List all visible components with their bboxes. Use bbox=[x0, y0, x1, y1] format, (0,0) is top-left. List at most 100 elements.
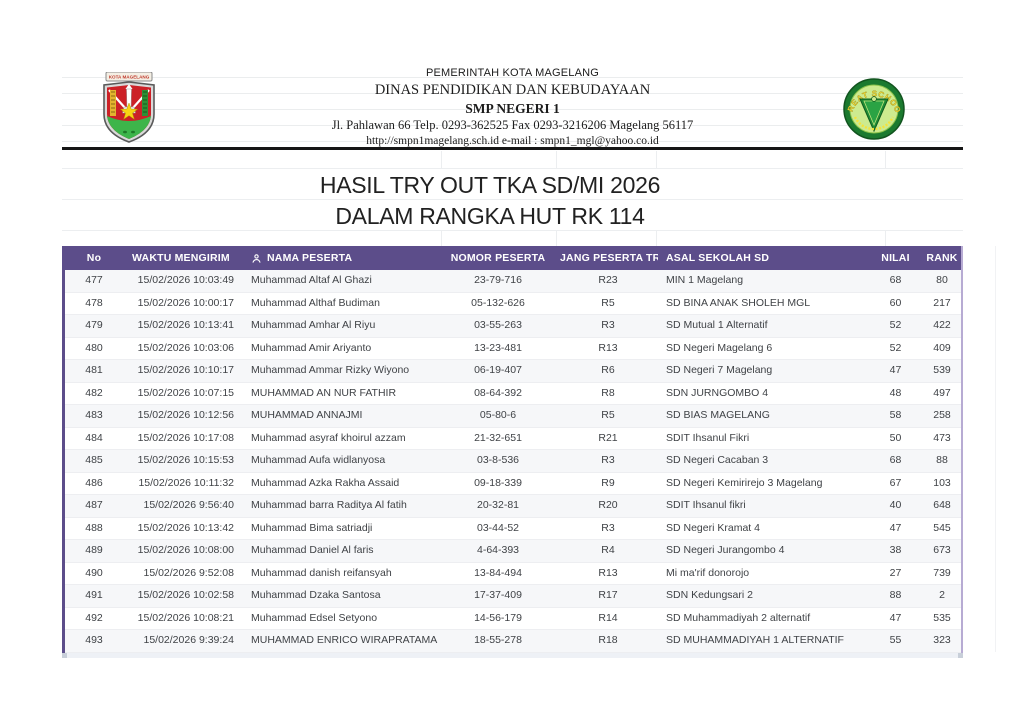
cell-waktu-mengirim: 15/02/2026 10:08:00 bbox=[137, 544, 234, 556]
cell-nomor-peserta: 17-37-409 bbox=[474, 589, 522, 601]
cell-waktu-mengirim: 15/02/2026 10:10:17 bbox=[137, 364, 234, 376]
cell-jenjang: R9 bbox=[601, 476, 615, 489]
cell-rank: 473 bbox=[933, 431, 951, 444]
cell-waktu-mengirim: 15/02/2026 9:39:24 bbox=[143, 634, 234, 646]
cell-waktu-mengirim: 15/02/2026 10:11:32 bbox=[138, 476, 234, 489]
cell-nama-peserta: Muhammad danish reifansyah bbox=[251, 566, 392, 579]
cell-no: 488 bbox=[85, 521, 103, 534]
table-row: 485 15/02/2026 10:15:53 Muhammad Aufa wi… bbox=[65, 450, 961, 473]
cell-jenjang: R5 bbox=[601, 409, 615, 421]
cell-nomor-peserta: 4-64-393 bbox=[476, 544, 520, 556]
cell-no: 479 bbox=[85, 319, 103, 331]
cell-nomor-peserta: 05-80-6 bbox=[479, 409, 517, 421]
cell-rank: 409 bbox=[933, 341, 951, 354]
cell-waktu-mengirim: 15/02/2026 9:52:08 bbox=[143, 566, 234, 579]
cell-no: 490 bbox=[85, 566, 103, 579]
table-row: 484 15/02/2026 10:17:08 Muhammad asyraf … bbox=[65, 427, 961, 450]
gridline bbox=[656, 230, 657, 246]
cell-nama-peserta: Muhammad barra Raditya Al fatih bbox=[251, 499, 407, 511]
scrollbar-left-cap[interactable] bbox=[62, 653, 67, 658]
cell-no: 492 bbox=[85, 611, 103, 624]
cell-nama-peserta: Muhammad Althaf Budiman bbox=[251, 296, 380, 309]
cell-no: 478 bbox=[85, 296, 103, 309]
cell-nilai: 48 bbox=[889, 386, 902, 399]
cell-rank: 323 bbox=[933, 634, 951, 646]
cell-jenjang: R20 bbox=[598, 499, 618, 511]
cell-jenjang: R3 bbox=[601, 521, 615, 534]
cell-waktu-mengirim: 15/02/2026 10:07:15 bbox=[137, 386, 234, 399]
cell-waktu-mengirim: 15/02/2026 10:15:53 bbox=[137, 454, 234, 466]
cell-nama-peserta: Muhammad Daniel Al faris bbox=[251, 544, 374, 556]
cell-nama-peserta: Muhammad Altaf Al Ghazi bbox=[251, 274, 372, 286]
cell-asal-sekolah: SDIT Ihsanul fikri bbox=[666, 499, 746, 511]
cell-nama-peserta: MUHAMMAD ANNAJMI bbox=[251, 409, 363, 421]
crest-banner-text: KOTA MAGELANG bbox=[109, 75, 150, 80]
table-row: 483 15/02/2026 10:12:56 MUHAMMAD ANNAJMI… bbox=[65, 405, 961, 428]
table-body: 477 15/02/2026 10:03:49 Muhammad Altaf A… bbox=[65, 270, 961, 653]
gridline bbox=[885, 151, 886, 168]
cell-nomor-peserta: 13-84-494 bbox=[474, 566, 522, 579]
cell-nilai: 52 bbox=[889, 319, 902, 331]
cell-no: 486 bbox=[85, 476, 103, 489]
gridline bbox=[656, 151, 657, 168]
cell-nama-peserta: MUHAMMAD AN NUR FATHIR bbox=[251, 386, 397, 399]
cell-rank: 497 bbox=[933, 386, 951, 399]
cell-asal-sekolah: SD BIAS MAGELANG bbox=[666, 409, 770, 421]
cell-no: 485 bbox=[85, 454, 103, 466]
cell-asal-sekolah: SD Negeri 7 Magelang bbox=[666, 364, 773, 376]
table-row: 492 15/02/2026 10:08:21 Muhammad Edsel S… bbox=[65, 607, 961, 630]
cell-nama-peserta: Muhammad Ammar Rizky Wiyono bbox=[251, 364, 410, 376]
cell-no: 484 bbox=[85, 431, 103, 444]
table-row: 489 15/02/2026 10:08:00 Muhammad Daniel … bbox=[65, 540, 961, 563]
cell-rank: 422 bbox=[933, 319, 951, 331]
cell-asal-sekolah: MIN 1 Magelang bbox=[666, 274, 744, 286]
report-title-line1: HASIL TRY OUT TKA SD/MI 2026 bbox=[319, 172, 661, 198]
col-header-waktu-mengirim: WAKTU MENGIRIM bbox=[132, 252, 230, 264]
cell-nomor-peserta: 03-8-536 bbox=[476, 454, 520, 466]
table-row: 478 15/02/2026 10:00:17 Muhammad Althaf … bbox=[65, 292, 961, 315]
cell-jenjang: R17 bbox=[598, 589, 618, 601]
cell-nama-peserta: Muhammad asyraf khoirul azzam bbox=[251, 431, 406, 444]
table-row: 493 15/02/2026 9:39:24 MUHAMMAD ENRICO W… bbox=[65, 630, 961, 653]
cell-nilai: 60 bbox=[889, 296, 902, 309]
results-table: No WAKTU MENGIRIM NAMA PESERTA NOMOR PES… bbox=[62, 246, 963, 653]
horizontal-scrollbar[interactable] bbox=[62, 653, 963, 658]
cell-rank: 739 bbox=[933, 566, 951, 579]
table-row: 491 15/02/2026 10:02:58 Muhammad Dzaka S… bbox=[65, 585, 961, 608]
cell-jenjang: R3 bbox=[601, 319, 615, 331]
cell-nilai: 58 bbox=[889, 409, 902, 421]
cell-rank: 88 bbox=[936, 454, 948, 466]
cell-nomor-peserta: 05-132-626 bbox=[471, 296, 525, 309]
cell-no: 491 bbox=[85, 589, 103, 601]
table-row: 490 15/02/2026 9:52:08 Muhammad danish r… bbox=[65, 562, 961, 585]
cell-jenjang: R18 bbox=[598, 634, 618, 646]
cell-nomor-peserta: 09-18-339 bbox=[474, 476, 522, 489]
cell-waktu-mengirim: 15/02/2026 10:03:06 bbox=[137, 341, 234, 354]
cell-nomor-peserta: 20-32-81 bbox=[476, 499, 520, 511]
cell-rank: 545 bbox=[933, 521, 951, 534]
scrollbar-right-cap[interactable] bbox=[958, 653, 963, 658]
table-row: 477 15/02/2026 10:03:49 Muhammad Altaf A… bbox=[65, 270, 961, 293]
cell-nomor-peserta: 03-55-263 bbox=[474, 319, 522, 331]
cell-nama-peserta: Muhammad Aufa widlanyosa bbox=[251, 454, 386, 466]
cell-rank: 80 bbox=[936, 274, 948, 286]
cell-nomor-peserta: 13-23-481 bbox=[474, 341, 522, 354]
cell-nomor-peserta: 08-64-392 bbox=[474, 386, 522, 399]
col-header-nama-label: NAMA PESERTA bbox=[267, 252, 353, 264]
cell-nilai: 27 bbox=[889, 566, 902, 579]
cell-rank: 673 bbox=[933, 544, 951, 556]
gridline bbox=[556, 230, 557, 246]
cell-waktu-mengirim: 15/02/2026 10:17:08 bbox=[137, 431, 234, 444]
cell-nama-peserta: Muhammad Bima satriadji bbox=[251, 521, 373, 534]
cell-no: 481 bbox=[85, 364, 103, 376]
cell-rank: 648 bbox=[933, 499, 951, 511]
cell-jenjang: R14 bbox=[598, 611, 618, 624]
col-header-nomor-peserta: NOMOR PESERTA bbox=[450, 252, 546, 264]
person-icon bbox=[252, 253, 261, 263]
cell-nama-peserta: Muhammad Azka Rakha Assaid bbox=[251, 476, 400, 489]
cell-asal-sekolah: SDN Kedungsari 2 bbox=[666, 589, 753, 601]
cell-asal-sekolah: SD Mutual 1 Alternatif bbox=[666, 319, 768, 331]
